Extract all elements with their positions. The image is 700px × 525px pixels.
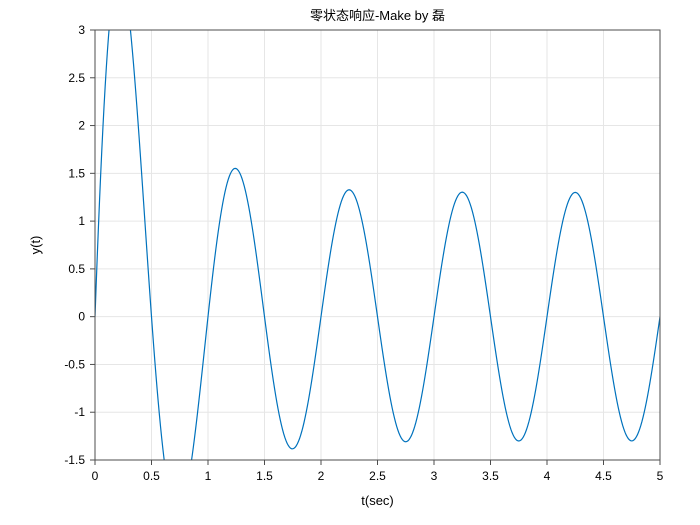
y-axis-label: y(t)	[28, 236, 43, 255]
line-chart: 0 0.5 1 1.5 2 2.5 3 3.5 4 4.5 5 -1.5 -1 -0.5 0 0.5 1 1.5 2…	[0, 0, 700, 525]
x-tick-label: 2.5	[369, 469, 386, 483]
y-tick-label: 2	[78, 119, 85, 133]
y-tick-label: 0	[78, 310, 85, 324]
x-tick-label: 0	[92, 469, 99, 483]
y-tick-label: 3	[78, 23, 85, 37]
x-tick-label: 5	[657, 469, 664, 483]
x-tick-label: 4.5	[595, 469, 612, 483]
chart-title: 零状态响应-Make by 磊	[310, 8, 445, 23]
y-tick-label: 0.5	[68, 262, 85, 276]
x-tick-label: 2	[318, 469, 325, 483]
y-tick-label: 2.5	[68, 71, 85, 85]
y-tick-label: 1.5	[68, 166, 85, 180]
y-tick-label: -1	[74, 405, 85, 419]
x-tick-label: 4	[544, 469, 551, 483]
y-tick-label: 1	[78, 214, 85, 228]
chart-svg: 0 0.5 1 1.5 2 2.5 3 3.5 4 4.5 5 -1.5 -1 -0.5 0 0.5 1 1.5 2…	[0, 0, 700, 525]
y-tick-label: -1.5	[64, 453, 85, 467]
x-tick-label: 3.5	[482, 469, 499, 483]
x-tick-label: 3	[431, 469, 438, 483]
x-tick-label: 1.5	[256, 469, 273, 483]
x-tick-label: 1	[205, 469, 212, 483]
x-axis-label: t(sec)	[361, 493, 394, 508]
y-tick-label: -0.5	[64, 357, 85, 371]
x-tick-label: 0.5	[143, 469, 160, 483]
